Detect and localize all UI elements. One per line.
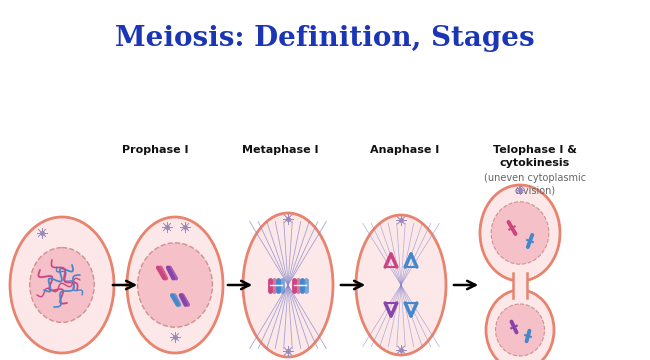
Ellipse shape [356,215,446,355]
Text: (uneven cytoplasmic: (uneven cytoplasmic [484,173,586,183]
Ellipse shape [10,217,114,353]
Text: division): division) [514,185,556,195]
Ellipse shape [495,304,545,356]
Ellipse shape [30,248,94,323]
Text: Prophase I: Prophase I [122,145,188,155]
Text: Meiosis: Definition, Stages: Meiosis: Definition, Stages [115,24,535,51]
Text: Telophase I &: Telophase I & [493,145,577,155]
Ellipse shape [480,185,560,281]
Ellipse shape [243,213,333,357]
Text: cytokinesis: cytokinesis [500,158,570,168]
Ellipse shape [486,290,554,360]
Text: Anaphase I: Anaphase I [370,145,439,155]
Ellipse shape [138,243,213,327]
Bar [513,273,527,298]
Ellipse shape [491,202,549,264]
Text: Metaphase I: Metaphase I [242,145,318,155]
Ellipse shape [127,217,223,353]
